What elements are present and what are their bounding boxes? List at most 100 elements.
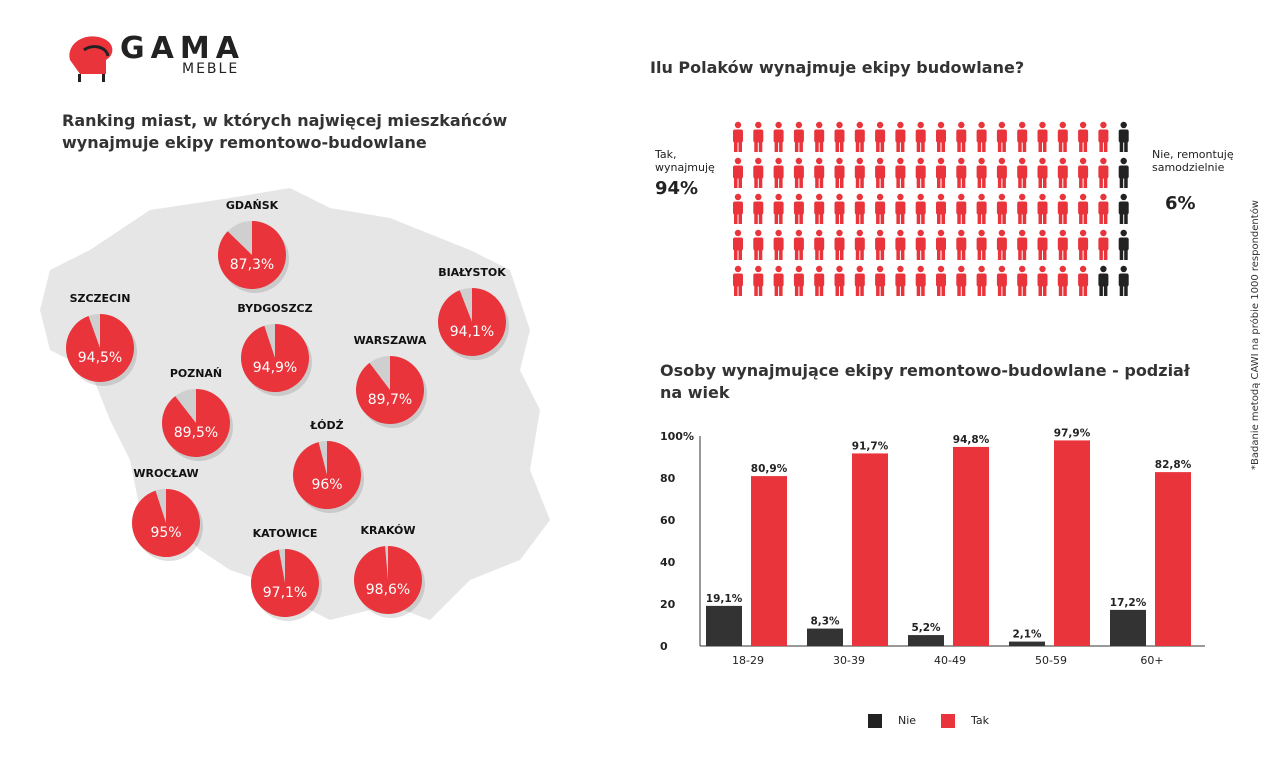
legend-nie-swatch	[868, 714, 882, 728]
bar-nie	[1009, 641, 1045, 646]
person-icon-yes	[915, 193, 926, 224]
person-icon-yes	[753, 193, 764, 224]
city-percent: 87,3%	[229, 257, 275, 273]
people-title: Ilu Polaków wynajmuje ekipy budowlane?	[650, 58, 1025, 77]
person-icon-yes	[793, 265, 804, 296]
person-icon-yes	[1098, 229, 1109, 260]
person-icon-yes	[733, 121, 743, 152]
person-icon-yes	[1017, 157, 1028, 188]
city-name: BYDGOSZCZ	[237, 302, 313, 315]
yes-label: Tak, wynajmuję	[655, 148, 715, 174]
legend-tak: Tak	[941, 713, 989, 729]
bar-value-label: 97,9%	[1054, 427, 1091, 439]
city-percent: 94,1%	[449, 324, 495, 340]
bar-value-label: 17,2%	[1110, 597, 1147, 609]
person-icon-yes	[1098, 121, 1109, 152]
no-label: Nie, remontuję samodzielnie	[1152, 148, 1234, 174]
person-icon-yes	[936, 229, 946, 260]
chart-title: Osoby wynajmujące ekipy remontowo-budowl…	[660, 361, 1190, 402]
person-icon-yes	[753, 157, 764, 188]
person-icon-yes	[875, 229, 886, 260]
person-icon-yes	[895, 193, 906, 224]
person-icon-yes	[814, 265, 825, 296]
person-icon-yes	[956, 157, 967, 188]
person-icon-yes	[814, 193, 825, 224]
person-icon-yes	[1037, 193, 1048, 224]
bar-nie	[908, 635, 944, 646]
person-icon-no	[1118, 121, 1129, 152]
person-icon-yes	[834, 121, 845, 152]
person-icon-yes	[1078, 193, 1089, 224]
pie-slice	[218, 221, 286, 289]
pie-slice	[65, 314, 134, 382]
person-icon-yes	[834, 193, 845, 224]
pie-slice	[132, 489, 201, 557]
x-tick-label: 60+	[1140, 654, 1163, 667]
person-icon-yes	[996, 229, 1007, 260]
pie-slice	[356, 356, 424, 425]
person-icon-yes	[915, 157, 926, 188]
person-icon-yes	[753, 229, 764, 260]
map-title: Ranking miast, w których najwięcej miesz…	[62, 111, 508, 152]
person-icon-yes	[793, 229, 804, 260]
person-icon-yes	[895, 121, 906, 152]
city-name: KRAKÓW	[360, 524, 416, 537]
person-icon-yes	[814, 229, 825, 260]
legend-nie: Nie	[868, 713, 916, 729]
person-icon-yes	[915, 229, 926, 260]
person-icon-yes	[976, 265, 987, 296]
person-icon-yes	[733, 229, 743, 260]
bar-nie	[706, 605, 742, 646]
bar-tak	[852, 453, 888, 646]
survey-note: *Badanie metodą CAWI na próbie 1000 resp…	[1250, 200, 1261, 470]
person-icon-yes	[1057, 121, 1068, 152]
pie-slice	[293, 441, 362, 510]
person-icon-yes	[834, 265, 845, 296]
person-icon-no	[1118, 265, 1129, 296]
person-icon-yes	[773, 193, 784, 224]
city-percent: 96%	[311, 477, 343, 493]
person-icon-yes	[875, 265, 886, 296]
person-icon-yes	[1037, 229, 1048, 260]
city-pies-layer: GDAŃSK 87,3% BIAŁYSTOK 94,1% SZCZECIN 94,5% BY…	[0, 0, 509, 621]
bar-value-label: 94,8%	[953, 434, 990, 446]
person-icon-yes	[936, 265, 946, 296]
person-icon-yes	[1078, 265, 1089, 296]
x-tick-label: 50-59	[1035, 654, 1067, 667]
person-icon-yes	[793, 121, 804, 152]
person-icon-yes	[976, 229, 987, 260]
pie-slice	[251, 549, 320, 617]
bar-tak	[1155, 472, 1191, 646]
bar-value-label: 91,7%	[852, 440, 889, 452]
person-icon-yes	[1078, 157, 1089, 188]
bar-nie	[807, 628, 843, 646]
person-icon-no	[1098, 265, 1109, 296]
bar-value-label: 8,3%	[810, 616, 840, 628]
city-percent: 97,1%	[262, 585, 308, 601]
person-icon-yes	[733, 193, 743, 224]
person-icon-yes	[773, 121, 784, 152]
person-icon-yes	[1017, 229, 1028, 260]
city-percent: 98,6%	[365, 582, 411, 598]
person-icon-yes	[996, 157, 1007, 188]
person-icon-yes	[956, 229, 967, 260]
city-name: BIAŁYSTOK	[438, 266, 506, 279]
person-icon-yes	[1098, 157, 1109, 188]
person-icon-yes	[875, 121, 886, 152]
logo-sub-text: MEBLE	[182, 61, 240, 77]
pie-slice	[437, 288, 506, 356]
city-pies	[65, 221, 509, 621]
person-icon-yes	[733, 265, 743, 296]
city-percent: 89,7%	[367, 392, 413, 408]
bar-nie	[1110, 609, 1146, 646]
person-icon-yes	[753, 265, 764, 296]
bar-tak	[751, 476, 787, 646]
person-icon-yes	[834, 157, 845, 188]
y-tick-label: 20	[660, 598, 676, 611]
person-icon-yes	[915, 121, 926, 152]
city-name: ŁÓDŹ	[310, 419, 344, 432]
person-icon-yes	[733, 157, 743, 188]
bar-tak	[1054, 440, 1090, 646]
person-icon-yes	[936, 157, 946, 188]
bar-tak	[953, 446, 989, 646]
